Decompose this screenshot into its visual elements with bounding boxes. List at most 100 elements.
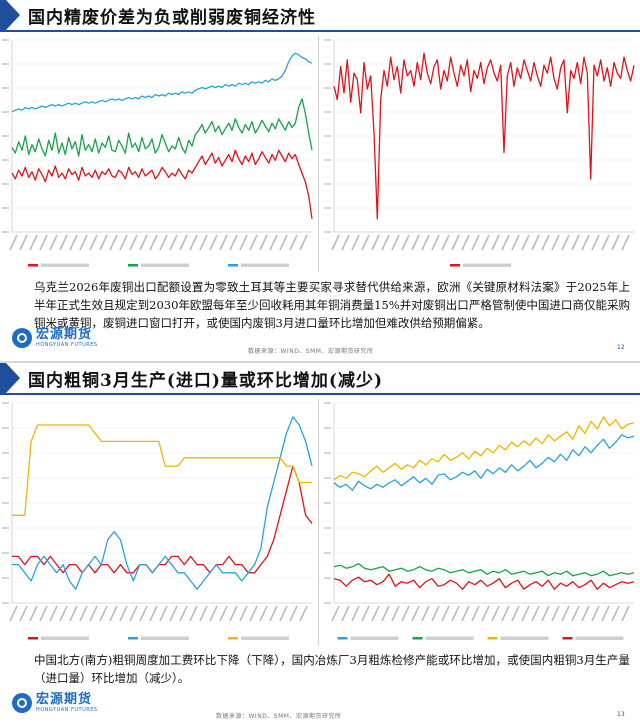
title-accent-bar bbox=[0, 363, 6, 393]
x-tick-label bbox=[441, 234, 450, 251]
x-tick-label bbox=[561, 234, 570, 251]
x-tick-label bbox=[351, 234, 360, 251]
x-tick-label bbox=[501, 234, 510, 251]
x-tick-label bbox=[341, 605, 350, 622]
series-line-3 bbox=[12, 424, 312, 516]
legend-swatch bbox=[128, 264, 138, 267]
series-line-4 bbox=[333, 573, 635, 590]
legend-swatch bbox=[562, 637, 573, 640]
chart-1a bbox=[0, 34, 318, 272]
x-tick-label bbox=[611, 234, 620, 251]
x-tick-label bbox=[149, 605, 158, 622]
x-tick-label bbox=[139, 234, 148, 251]
x-tick-labels bbox=[331, 234, 630, 251]
x-tick-label bbox=[49, 234, 58, 251]
logo-name: 宏源期货 bbox=[36, 327, 93, 342]
legend-swatch bbox=[228, 637, 238, 640]
x-tick-label bbox=[351, 605, 360, 622]
x-tick-label bbox=[39, 234, 48, 251]
x-tick-label bbox=[119, 605, 128, 622]
series-line-3 bbox=[11, 52, 313, 113]
x-tick-label bbox=[451, 605, 460, 622]
slide-title: 国内粗铜3月生产(进口)量或环比增加(减少) bbox=[28, 371, 384, 391]
x-tick-label bbox=[601, 605, 610, 622]
logo-name: 宏源期货 bbox=[36, 692, 93, 707]
x-tick-label bbox=[581, 605, 590, 622]
series-line-3 bbox=[333, 416, 635, 481]
chart-legend bbox=[28, 263, 289, 267]
x-tick-label bbox=[69, 605, 78, 622]
company-logo: 宏源期货 HONGYUAN FUTURES bbox=[12, 693, 98, 713]
title-bar: 国内粗铜3月生产(进口)量或环比增加(减少) bbox=[0, 363, 640, 393]
x-tick-label bbox=[269, 234, 278, 251]
logo-icon bbox=[12, 693, 32, 713]
x-tick-label bbox=[361, 605, 370, 622]
x-tick-label bbox=[159, 605, 168, 622]
x-tick-label bbox=[591, 605, 600, 622]
x-tick-label bbox=[541, 234, 550, 251]
x-tick-label bbox=[119, 234, 128, 251]
x-tick-label bbox=[299, 605, 308, 622]
x-tick-label bbox=[511, 234, 520, 251]
legend-label bbox=[463, 263, 511, 267]
legend-label bbox=[500, 636, 549, 640]
x-tick-labels bbox=[331, 605, 630, 622]
x-tick-label bbox=[199, 234, 208, 251]
title-bar: 国内精废价差为负或削弱废铜经济性 bbox=[0, 0, 640, 30]
x-tick-label bbox=[471, 234, 480, 251]
title-accent-bar bbox=[0, 0, 6, 30]
x-tick-label bbox=[39, 605, 48, 622]
x-tick-label bbox=[551, 605, 560, 622]
x-tick-label bbox=[279, 605, 288, 622]
x-tick-label bbox=[511, 605, 520, 622]
x-tick-label bbox=[179, 234, 188, 251]
x-tick-label bbox=[571, 605, 580, 622]
x-tick-label bbox=[581, 234, 590, 251]
chart-divider bbox=[318, 399, 319, 645]
x-tick-label bbox=[501, 605, 510, 622]
x-tick-label bbox=[461, 605, 470, 622]
x-tick-label bbox=[19, 605, 28, 622]
legend-label bbox=[41, 636, 89, 640]
x-tick-label bbox=[29, 234, 38, 251]
legend-swatch bbox=[28, 264, 38, 267]
x-tick-label bbox=[89, 234, 98, 251]
title-underline bbox=[0, 393, 640, 395]
x-tick-label bbox=[19, 234, 28, 251]
data-source: 数据来源：WIND、SMM、宏源期货研究所 bbox=[216, 713, 342, 720]
x-tick-label bbox=[421, 605, 430, 622]
page-number: 12 bbox=[617, 344, 625, 351]
x-tick-label bbox=[269, 605, 278, 622]
legend-swatch bbox=[487, 637, 498, 640]
x-tick-label bbox=[99, 605, 108, 622]
slide-1: 国内精废价差为负或削弱废铜经济性 乌克兰2026年废铜出口配额设置为零致土耳其等… bbox=[0, 0, 640, 362]
x-tick-label bbox=[139, 605, 148, 622]
logo-icon bbox=[12, 328, 32, 348]
series-line-1 bbox=[333, 52, 635, 220]
legend-label bbox=[41, 263, 89, 267]
x-tick-label bbox=[239, 605, 248, 622]
x-tick-label bbox=[289, 605, 298, 622]
x-tick-label bbox=[381, 234, 390, 251]
x-tick-label bbox=[9, 234, 18, 251]
x-tick-label bbox=[189, 605, 198, 622]
x-tick-label bbox=[521, 605, 530, 622]
x-tick-label bbox=[431, 605, 440, 622]
x-tick-label bbox=[611, 605, 620, 622]
y-tick-labels bbox=[324, 402, 331, 604]
x-tick-label bbox=[531, 605, 540, 622]
x-tick-label bbox=[441, 605, 450, 622]
x-tick-label bbox=[169, 234, 178, 251]
data-source: 数据来源：WIND、SMM、宏源期货研究所 bbox=[248, 348, 374, 355]
x-tick-label bbox=[219, 605, 228, 622]
series-line-1 bbox=[12, 465, 313, 574]
x-tick-label bbox=[471, 605, 480, 622]
legend-label bbox=[241, 263, 289, 267]
x-tick-label bbox=[229, 234, 238, 251]
x-tick-label bbox=[59, 605, 68, 622]
x-tick-label bbox=[99, 234, 108, 251]
x-tick-label bbox=[591, 234, 600, 251]
x-tick-label bbox=[531, 234, 540, 251]
x-tick-label bbox=[481, 605, 490, 622]
x-tick-label bbox=[159, 234, 168, 251]
